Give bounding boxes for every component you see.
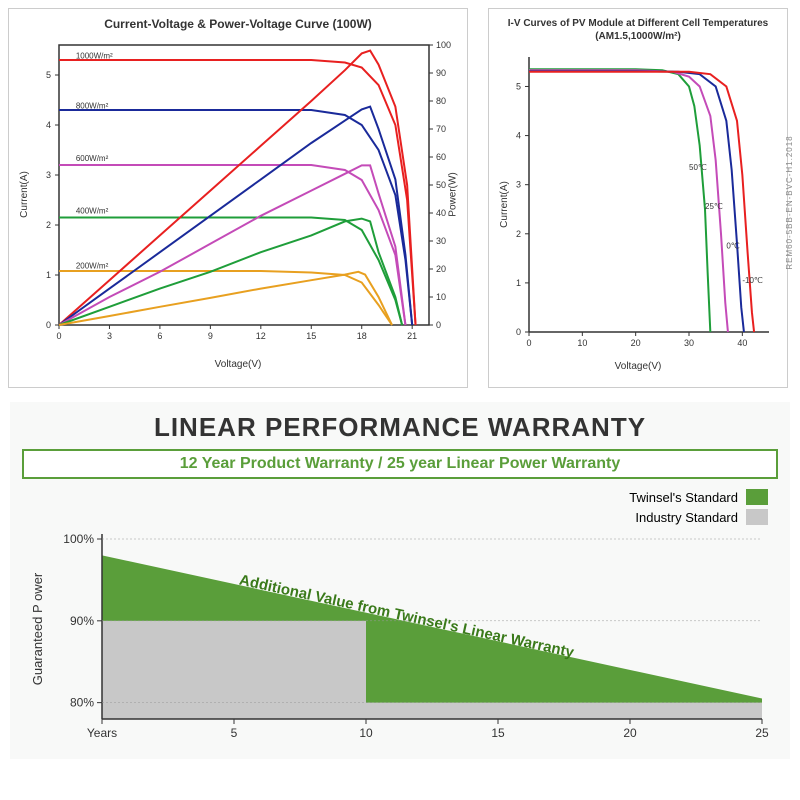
- svg-text:100: 100: [436, 40, 451, 50]
- temp-iv-chart: I-V Curves of PV Module at Different Cel…: [488, 8, 788, 388]
- svg-text:70: 70: [436, 124, 446, 134]
- svg-text:2: 2: [516, 229, 521, 239]
- svg-text:21: 21: [407, 331, 417, 341]
- chart2-title: I-V Curves of PV Module at Different Cel…: [489, 9, 787, 47]
- chart2-xlabel: Voltage(V): [489, 361, 787, 372]
- svg-text:10: 10: [359, 726, 373, 740]
- svg-text:18: 18: [357, 331, 367, 341]
- chart1-xlabel: Voltage(V): [9, 359, 467, 370]
- svg-text:9: 9: [208, 331, 213, 341]
- svg-text:80: 80: [436, 96, 446, 106]
- svg-text:Guaranteed P ower: Guaranteed P ower: [30, 572, 45, 685]
- chart1-y2label: Power(W): [447, 172, 458, 216]
- warranty-section: LINEAR PERFORMANCE WARRANTY 12 Year Prod…: [10, 402, 790, 759]
- warranty-title: LINEAR PERFORMANCE WARRANTY: [22, 412, 778, 443]
- svg-text:20: 20: [623, 726, 637, 740]
- legend-item: Twinsel's Standard: [629, 489, 768, 505]
- svg-text:12: 12: [256, 331, 266, 341]
- svg-text:25℃: 25℃: [705, 202, 723, 211]
- svg-text:90%: 90%: [70, 614, 94, 628]
- warranty-legend: Twinsel's Standard Industry Standard: [629, 489, 768, 529]
- svg-text:800W/m²: 800W/m²: [76, 102, 109, 111]
- svg-text:0: 0: [46, 320, 51, 330]
- svg-text:50: 50: [436, 180, 446, 190]
- svg-text:3: 3: [516, 180, 521, 190]
- svg-text:5: 5: [516, 81, 521, 91]
- svg-text:1: 1: [46, 270, 51, 280]
- svg-text:3: 3: [46, 170, 51, 180]
- svg-text:400W/m²: 400W/m²: [76, 207, 109, 216]
- svg-text:5: 5: [231, 726, 238, 740]
- svg-text:90: 90: [436, 68, 446, 78]
- svg-text:0: 0: [526, 338, 531, 348]
- svg-text:0℃: 0℃: [726, 242, 739, 251]
- svg-text:600W/m²: 600W/m²: [76, 154, 109, 163]
- svg-text:10: 10: [436, 292, 446, 302]
- svg-text:0: 0: [516, 327, 521, 337]
- svg-text:100%: 100%: [63, 532, 94, 546]
- svg-text:30: 30: [684, 338, 694, 348]
- svg-text:4: 4: [46, 120, 51, 130]
- legend-item: Industry Standard: [629, 509, 768, 525]
- svg-text:80%: 80%: [70, 696, 94, 710]
- svg-text:60: 60: [436, 152, 446, 162]
- side-text: REM60-5BB-EN-BVC-H1.2018: [785, 135, 794, 269]
- svg-text:1: 1: [516, 278, 521, 288]
- warranty-chart: Twinsel's Standard Industry Standard 80% 9…: [22, 489, 778, 749]
- svg-text:1000W/m²: 1000W/m²: [76, 52, 113, 61]
- svg-text:3: 3: [107, 331, 112, 341]
- chart2-ylabel: Current(A): [499, 181, 510, 228]
- svg-text:40: 40: [436, 208, 446, 218]
- svg-text:5: 5: [46, 70, 51, 80]
- svg-text:25: 25: [755, 726, 769, 740]
- svg-text:200W/m²: 200W/m²: [76, 262, 109, 271]
- svg-text:15: 15: [306, 331, 316, 341]
- svg-text:20: 20: [631, 338, 641, 348]
- chart1-svg: 0369121518210123450102030405060708090100…: [9, 35, 469, 355]
- svg-text:10: 10: [577, 338, 587, 348]
- svg-text:2: 2: [46, 220, 51, 230]
- svg-text:4: 4: [516, 131, 521, 141]
- svg-text:0: 0: [436, 320, 441, 330]
- svg-text:20: 20: [436, 264, 446, 274]
- chart2-svg: 0 10 20 30 40 0 1 2 3 4 5 50℃ 25℃ 0℃ -10℃: [489, 47, 789, 357]
- svg-text:50℃: 50℃: [689, 163, 707, 172]
- chart1-ylabel: Current(A): [19, 171, 30, 218]
- svg-text:-10℃: -10℃: [742, 276, 763, 285]
- svg-text:0: 0: [56, 331, 61, 341]
- chart1-title: Current-Voltage & Power-Voltage Curve (1…: [9, 9, 467, 35]
- iv-pv-chart: Current-Voltage & Power-Voltage Curve (1…: [8, 8, 468, 388]
- svg-text:6: 6: [157, 331, 162, 341]
- svg-text:30: 30: [436, 236, 446, 246]
- svg-text:Years: Years: [87, 726, 117, 740]
- warranty-subtitle: 12 Year Product Warranty / 25 year Linea…: [22, 449, 778, 479]
- svg-text:15: 15: [491, 726, 505, 740]
- svg-text:40: 40: [737, 338, 747, 348]
